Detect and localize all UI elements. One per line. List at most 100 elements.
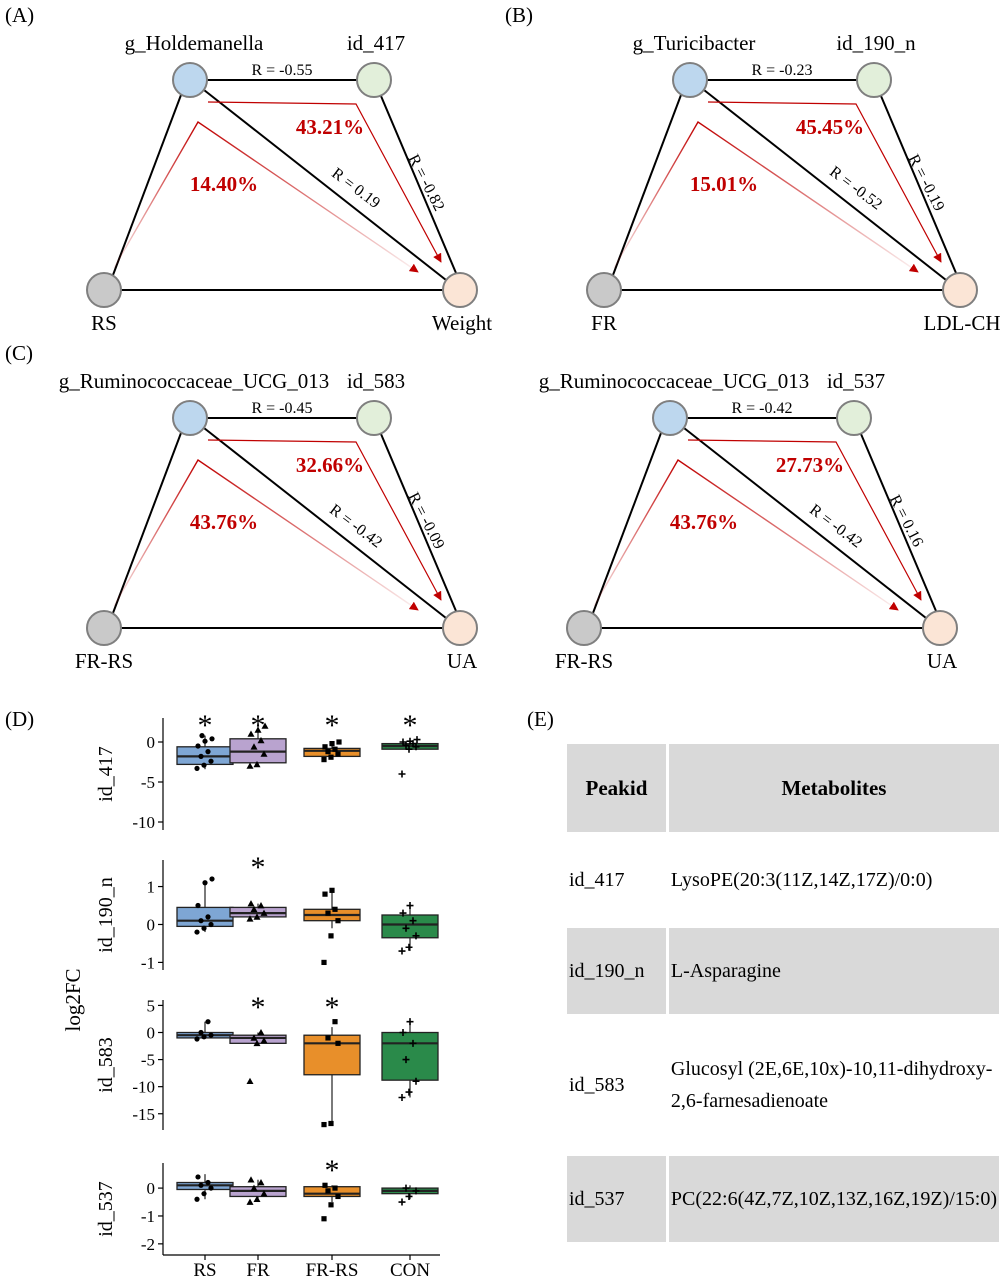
data-point bbox=[246, 1198, 254, 1205]
percent-outer: 27.73% bbox=[776, 453, 844, 477]
edge-genus-outcome bbox=[203, 89, 447, 281]
box bbox=[176, 906, 234, 928]
panel-label: (C) bbox=[5, 341, 33, 365]
mediation-panel: (C) g_Ruminococcaceae_UCG_013 id_583 FR-RS U… bbox=[5, 341, 478, 673]
significance-star: * bbox=[325, 709, 340, 742]
significance-star: * bbox=[198, 709, 213, 742]
mediation-panels: (A) g_Holdemanella id_417 RS Weight R = -0.55… bbox=[5, 3, 1000, 673]
outcome-label: LDL-CH bbox=[924, 311, 1000, 335]
data-point bbox=[195, 902, 201, 909]
edge-metabolite-outcome bbox=[880, 95, 957, 274]
y-tick-label: -2 bbox=[141, 1235, 155, 1254]
table-row: id_537 PC(22:6(4Z,7Z,10Z,13Z,16Z,19Z)/15… bbox=[567, 1156, 999, 1242]
arrow-indirect-outer bbox=[207, 439, 442, 601]
genus-label: g_Turicibacter bbox=[633, 31, 756, 55]
facet-panel: 0 -1 -2 id_537 * bbox=[95, 1154, 439, 1255]
data-point bbox=[208, 1185, 214, 1191]
r-genus-outcome: R = -0.52 bbox=[826, 163, 885, 213]
table-row: id_417 LysoPE(20:3(11Z,14Z,17Z)/0:0) bbox=[567, 832, 999, 928]
box bbox=[303, 1034, 361, 1076]
data-point bbox=[194, 1036, 200, 1042]
metabolite-cell: Glucosyl (2E,6E,10x)-10,11-dihydroxy-2,6… bbox=[670, 1058, 993, 1112]
data-point bbox=[332, 746, 338, 752]
data-point bbox=[398, 947, 406, 955]
data-point bbox=[247, 730, 255, 737]
data-point bbox=[398, 1198, 406, 1206]
percent-inner: 43.76% bbox=[190, 510, 258, 534]
data-point bbox=[201, 1191, 207, 1197]
metabolite-label: id_190_n bbox=[836, 31, 916, 55]
arrow-indirect-outer bbox=[207, 101, 442, 263]
data-point bbox=[261, 722, 269, 729]
data-point bbox=[247, 1176, 255, 1183]
significance-star: * bbox=[325, 1154, 340, 1187]
percent-outer: 43.21% bbox=[296, 115, 364, 139]
y-tick-label: 5 bbox=[147, 996, 156, 1015]
arrow-indirect-inner bbox=[113, 458, 419, 611]
data-point bbox=[257, 902, 265, 909]
data-point bbox=[405, 943, 413, 951]
percent-outer: 45.45% bbox=[796, 115, 864, 139]
data-point bbox=[399, 738, 407, 746]
data-point bbox=[335, 751, 341, 757]
data-point bbox=[413, 736, 421, 744]
peakid-cell: id_190_n bbox=[567, 928, 669, 1014]
data-point bbox=[402, 924, 410, 932]
data-point bbox=[321, 959, 327, 966]
x-tick-label: CON bbox=[390, 1260, 430, 1278]
outcome-label: UA bbox=[447, 649, 478, 673]
data-point bbox=[250, 743, 258, 750]
significance-star: * bbox=[251, 851, 266, 884]
arrow-indirect-inner bbox=[613, 120, 919, 273]
data-point bbox=[198, 1182, 204, 1188]
r-genus-outcome: R = 0.19 bbox=[328, 165, 383, 212]
edge-metabolite-outcome bbox=[860, 433, 937, 612]
metabolites-table: Peakid Metabolites id_417 LysoPE(20:3(11… bbox=[567, 744, 999, 1242]
data-point bbox=[335, 1193, 341, 1200]
y-tick-label: 0 bbox=[147, 1024, 156, 1043]
group-label: FR bbox=[591, 311, 617, 335]
group-node bbox=[86, 272, 122, 308]
header-peakid: Peakid bbox=[567, 744, 669, 832]
data-point bbox=[398, 1094, 406, 1101]
y-tick-label: 1 bbox=[147, 878, 156, 897]
edge-group-genus bbox=[612, 94, 682, 276]
data-point bbox=[321, 757, 327, 763]
data-point bbox=[325, 749, 331, 755]
data-point bbox=[246, 762, 254, 769]
percent-inner: 15.01% bbox=[690, 172, 758, 196]
data-point bbox=[250, 1034, 258, 1041]
panel-label: (B) bbox=[505, 3, 533, 27]
y-tick-label: 0 bbox=[147, 1179, 156, 1198]
table-header-row: Peakid Metabolites bbox=[567, 744, 999, 832]
genus-label: g_Ruminococcaceae_UCG_013 bbox=[59, 369, 330, 393]
data-point bbox=[409, 1039, 417, 1047]
data-point bbox=[194, 765, 200, 772]
panel-label: (A) bbox=[5, 3, 34, 27]
data-point bbox=[198, 1029, 204, 1036]
peakid-cell: id_537 bbox=[567, 1156, 669, 1242]
data-point bbox=[260, 1190, 268, 1197]
mediation-panel: (B) g_Turicibacter id_190_n FR LDL-CH R = -0.… bbox=[505, 3, 1000, 335]
y-axis-title: log2FC bbox=[61, 968, 85, 1031]
metabolite-node bbox=[856, 62, 892, 98]
data-point bbox=[205, 749, 211, 755]
genus-node bbox=[172, 62, 208, 98]
data-point bbox=[322, 891, 328, 897]
metabolite-cell: LysoPE(20:3(11Z,14Z,17Z)/0:0) bbox=[670, 869, 933, 891]
data-point bbox=[328, 1120, 334, 1127]
r-genus-metabolite: R = -0.55 bbox=[251, 62, 312, 79]
y-tick-label: -10 bbox=[132, 1078, 155, 1097]
data-point bbox=[321, 1216, 327, 1222]
edge-metabolite-outcome bbox=[380, 433, 457, 612]
data-point bbox=[250, 1184, 258, 1191]
metabolite-cell: L-Asparagine bbox=[667, 928, 999, 1014]
edge-genus-outcome bbox=[683, 427, 927, 619]
data-point bbox=[257, 736, 265, 744]
y-tick-label: -1 bbox=[141, 953, 155, 972]
metabolite-cell: PC(22:6(4Z,7Z,10Z,13Z,16Z,19Z)/15:0) bbox=[667, 1156, 999, 1242]
percent-inner: 14.40% bbox=[190, 172, 258, 196]
significance-star: * bbox=[251, 991, 266, 1024]
y-tick-label: -15 bbox=[132, 1105, 155, 1124]
